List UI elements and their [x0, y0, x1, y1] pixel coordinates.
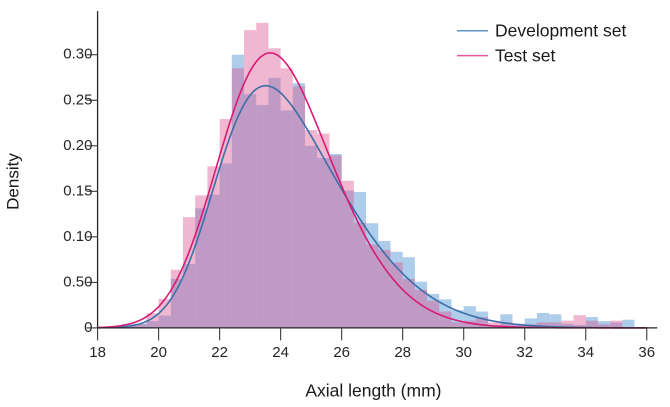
svg-text:20: 20 — [150, 344, 167, 361]
svg-text:18: 18 — [89, 344, 106, 361]
svg-text:26: 26 — [333, 344, 350, 361]
svg-text:22: 22 — [211, 344, 228, 361]
svg-text:32: 32 — [516, 344, 533, 361]
svg-text:Density: Density — [4, 153, 23, 210]
svg-text:Axial length (mm): Axial length (mm) — [305, 381, 441, 401]
svg-text:30: 30 — [455, 344, 472, 361]
svg-text:0.10: 0.10 — [63, 228, 92, 245]
svg-text:0.20: 0.20 — [63, 137, 92, 154]
svg-text:Development set: Development set — [495, 21, 626, 41]
svg-text:0.30: 0.30 — [63, 46, 92, 63]
svg-text:0.50: 0.50 — [63, 273, 92, 290]
svg-text:0.25: 0.25 — [63, 91, 92, 108]
svg-text:0: 0 — [84, 319, 92, 336]
svg-text:36: 36 — [638, 344, 655, 361]
svg-text:28: 28 — [394, 344, 411, 361]
svg-text:24: 24 — [272, 344, 289, 361]
svg-text:Test set: Test set — [495, 45, 555, 65]
svg-text:34: 34 — [577, 344, 594, 361]
svg-text:0.15: 0.15 — [63, 182, 92, 199]
